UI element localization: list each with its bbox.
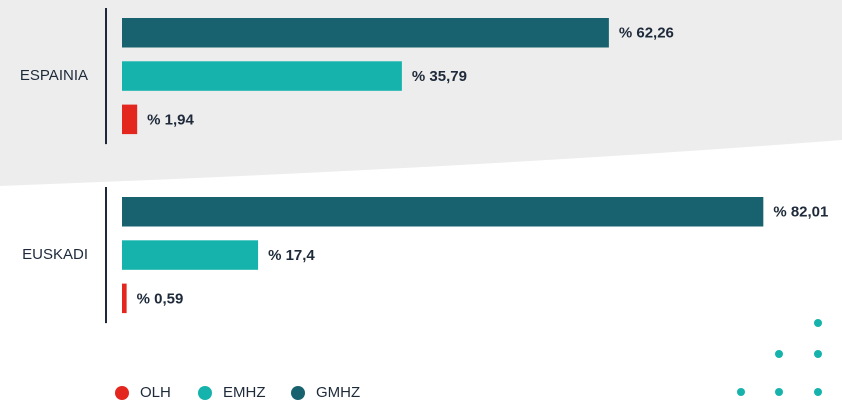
legend-swatch: [291, 386, 305, 400]
legend-label: EMHZ: [223, 384, 266, 401]
value-label: % 62,26: [619, 25, 674, 42]
bar: [122, 104, 138, 135]
value-label: % 1,94: [147, 111, 194, 128]
decor-dots: [737, 319, 822, 396]
bar: [122, 18, 609, 48]
bar: [122, 61, 402, 91]
category-label: ESPAINIA: [20, 67, 88, 84]
value-label: % 0,59: [137, 290, 184, 307]
legend-label: GMHZ: [316, 384, 360, 401]
bar: [122, 283, 127, 314]
legend-swatch: [115, 386, 129, 400]
legend-swatch: [198, 386, 212, 400]
bar: [122, 197, 764, 227]
bar: [122, 240, 259, 270]
legend-label: OLH: [140, 384, 171, 401]
value-label: % 17,4: [268, 247, 315, 264]
value-label: % 82,01: [773, 204, 828, 221]
category-label: EUSKADI: [22, 246, 88, 263]
value-label: % 35,79: [412, 68, 467, 85]
